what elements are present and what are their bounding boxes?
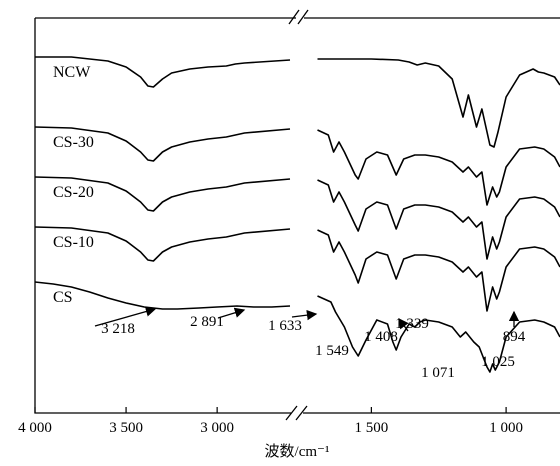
series-label: CS	[53, 289, 73, 306]
series-label: CS-30	[53, 134, 94, 151]
series-line-ncw-right	[317, 58, 560, 148]
peak-label: 1 025	[481, 354, 515, 370]
peak-label: 894	[503, 329, 526, 345]
peak-label: 3 218	[101, 321, 135, 337]
series-label: CS-20	[53, 184, 94, 201]
series-line-cs	[34, 281, 291, 310]
series-line-cs-20-right	[317, 179, 560, 260]
series-labels: NCW CS-30 CS-20 CS-10 CS	[53, 64, 94, 306]
series-line-cs-10	[34, 226, 291, 262]
x-tick-label: 1 000	[489, 420, 523, 436]
series-line-cs-10-right	[317, 229, 560, 312]
x-axis-title: 波数/cm⁻¹	[265, 443, 330, 460]
annotation-arrow	[398, 317, 409, 332]
x-tick-label: 3 500	[109, 420, 143, 436]
axis-break-top	[288, 9, 309, 25]
series-curves	[34, 56, 560, 373]
x-tick-label: 3 000	[200, 420, 234, 436]
series-label: NCW	[53, 64, 91, 81]
annotation-arrow	[217, 307, 246, 319]
series-label: CS-10	[53, 234, 94, 251]
annotation-arrow	[291, 309, 318, 321]
x-tick-label: 4 000	[18, 420, 52, 436]
peak-label: 1 633	[268, 318, 302, 334]
peak-label: 1 339	[395, 316, 429, 332]
series-line-cs-30-right	[317, 129, 560, 206]
x-axis-ticks: 4 000 3 500 3 000 1 500 1 000	[18, 407, 523, 436]
series-line-ncw	[35, 56, 291, 88]
series-line-cs-20	[34, 176, 291, 212]
peak-label: 1 071	[421, 365, 455, 381]
axis-break-bottom	[285, 405, 308, 421]
series-line-cs-30	[34, 126, 291, 162]
series-line-cs-right	[317, 295, 560, 373]
x-tick-label: 1 500	[354, 420, 388, 436]
annotation-arrow	[94, 306, 157, 327]
peak-label: 1 408	[364, 329, 398, 345]
peak-label: 1 549	[315, 343, 349, 359]
peak-label: 2 891	[190, 314, 224, 330]
